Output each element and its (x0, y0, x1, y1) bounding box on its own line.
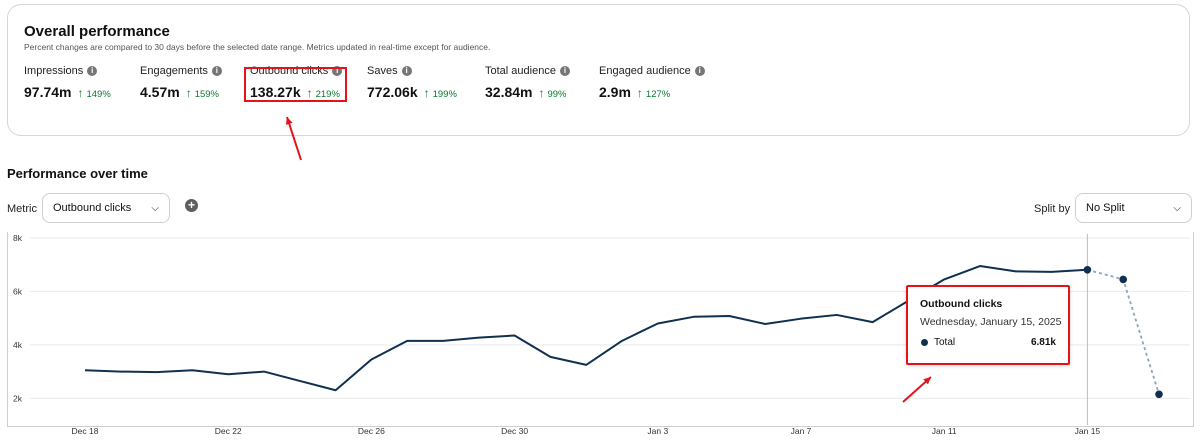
metric-value: 97.74m (24, 84, 72, 100)
metric-label: Engagements (140, 65, 208, 77)
overview-title: Overall performance (24, 23, 170, 40)
metric-change: 127% (645, 89, 671, 100)
data-point (1119, 275, 1127, 284)
tooltip-series-label: Total (934, 337, 956, 348)
metric-value: 4.57m (140, 84, 180, 100)
annotation-highlight-box (244, 67, 347, 102)
tooltip-value: 6.81k (1030, 337, 1056, 348)
data-point (1083, 265, 1092, 274)
metric-engaged-audience[interactable]: Engaged audience i 2.9m ↑ 127% (599, 64, 705, 100)
metric-value: 2.9m (599, 84, 631, 100)
x-tick-label: Jan 15 (1075, 426, 1101, 436)
x-tick-label: Jan 11 (932, 426, 957, 436)
annotation-arrow-tooltip-head (923, 377, 931, 385)
arrow-up-icon: ↑ (636, 86, 643, 100)
metric-select-label: Metric (7, 203, 37, 215)
y-tick-label: 4k (13, 340, 23, 350)
metric-dropdown[interactable]: Outbound clicks ⌵ (42, 193, 170, 223)
arrow-up-icon: ↑ (538, 86, 545, 100)
overall-performance-card: Overall performance Percent changes are … (7, 4, 1190, 136)
metric-label: Saves (367, 65, 398, 77)
split-by-value: No Split (1086, 202, 1125, 214)
metric-label: Impressions (24, 65, 84, 77)
chart-area (7, 232, 1194, 427)
y-tick-label: 6k (13, 286, 23, 296)
arrow-up-icon: ↑ (77, 86, 84, 100)
arrow-up-icon: ↑ (306, 86, 313, 100)
x-tick-label: Dec 30 (501, 426, 528, 436)
metric-value: 32.84m (485, 84, 533, 100)
x-tick-label: Jan 3 (647, 426, 668, 436)
info-icon[interactable]: i (559, 66, 570, 76)
tooltip-title: Outbound clicks (920, 298, 1003, 310)
annotation-arrow-metric (286, 116, 302, 161)
tooltip-date: Wednesday, January 15, 2025 (920, 316, 1062, 328)
metric-value: 772.06k (367, 84, 418, 100)
info-icon[interactable]: i (332, 66, 343, 76)
metric-saves[interactable]: Saves i 772.06k ↑ 199% (367, 64, 457, 100)
tooltip-series-dot (921, 339, 928, 346)
y-tick-label: 2k (13, 393, 23, 403)
info-icon[interactable]: i (211, 66, 222, 76)
info-icon[interactable]: i (87, 66, 98, 76)
metric-engagements[interactable]: Engagements i 4.57m ↑ 159% (140, 64, 222, 100)
x-tick-label: Dec 22 (215, 426, 242, 436)
arrow-up-icon: ↑ (185, 86, 192, 100)
metric-dropdown-value: Outbound clicks (53, 202, 132, 214)
metric-change: 219% (315, 89, 340, 100)
metric-label: Engaged audience (599, 65, 691, 77)
split-by-dropdown[interactable]: No Split ⌵ (1075, 193, 1192, 223)
info-icon[interactable]: i (694, 66, 705, 76)
y-tick-label: 8k (13, 233, 23, 243)
arrow-up-icon: ↑ (423, 86, 430, 100)
data-point (1155, 390, 1163, 399)
x-tick-label: Jan 7 (791, 426, 812, 436)
split-by-label: Split by (1034, 203, 1071, 215)
metric-impressions[interactable]: Impressions i 97.74m ↑ 149% (24, 64, 111, 100)
series-line-projected (1087, 268, 1160, 395)
annotation-arrow-metric-head (285, 117, 293, 125)
overview-subtitle: Percent changes are compared to 30 days … (24, 42, 491, 52)
metric-change: 159% (194, 89, 220, 100)
metric-label: Total audience (485, 65, 556, 77)
plus-circle-icon[interactable]: + (185, 199, 198, 212)
chart-tooltip: Outbound clicks Wednesday, January 15, 2… (906, 285, 1070, 365)
chevron-down-icon: ⌵ (151, 202, 159, 214)
chevron-down-icon: ⌵ (1173, 202, 1181, 214)
performance-title: Performance over time (7, 166, 148, 181)
info-icon[interactable]: i (401, 66, 412, 76)
metric-change: 149% (86, 89, 111, 100)
x-tick-label: Dec 18 (72, 426, 99, 436)
metric-change: 99% (547, 89, 567, 100)
metric-total-audience[interactable]: Total audience i 32.84m ↑ 99% (485, 64, 570, 100)
x-tick-label: Dec 26 (358, 426, 385, 436)
metric-value: 138.27k (250, 84, 301, 100)
metric-change: 199% (432, 89, 457, 100)
